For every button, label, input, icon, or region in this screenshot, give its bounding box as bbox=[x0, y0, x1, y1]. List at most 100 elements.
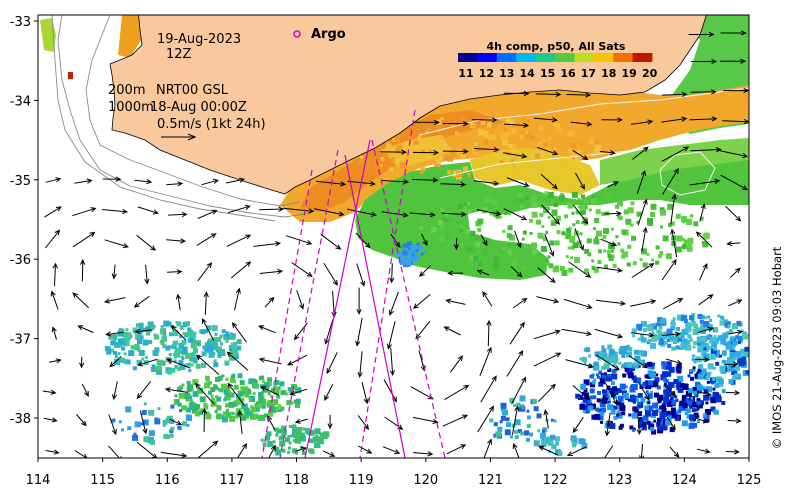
sst-pixel bbox=[137, 339, 142, 344]
sst-pixel bbox=[652, 402, 659, 409]
sst-pixel bbox=[692, 354, 696, 358]
sst-pixel bbox=[510, 143, 516, 149]
sst-pixel bbox=[135, 333, 141, 339]
sst-pixel bbox=[152, 324, 156, 328]
y-tick-label: -33 bbox=[10, 15, 31, 30]
sst-pixel bbox=[692, 422, 698, 428]
sst-pixel bbox=[460, 242, 463, 246]
sst-pixel bbox=[204, 382, 211, 389]
sst-pixel bbox=[231, 373, 236, 378]
sst-pixel bbox=[493, 262, 499, 269]
sst-pixel bbox=[692, 366, 696, 370]
sst-pixel bbox=[611, 381, 615, 386]
sst-pixel bbox=[571, 211, 575, 215]
sst-pixel bbox=[550, 418, 554, 422]
sst-pixel bbox=[641, 425, 647, 431]
sst-pixel bbox=[260, 438, 264, 442]
sst-pixel bbox=[439, 235, 446, 242]
sst-pixel bbox=[551, 209, 558, 216]
sst-pixel bbox=[176, 321, 182, 327]
sst-pixel bbox=[148, 430, 155, 437]
sst-pixel bbox=[281, 425, 286, 430]
current-vector-arrow bbox=[421, 233, 428, 247]
sst-pixel bbox=[192, 358, 198, 364]
sst-pixel bbox=[601, 374, 606, 379]
bathymetry-contour bbox=[659, 151, 716, 196]
sst-pixel bbox=[728, 329, 733, 333]
sst-pixel bbox=[608, 256, 614, 262]
sst-pixel bbox=[617, 242, 621, 246]
sst-pixel bbox=[467, 172, 472, 177]
sst-pixel bbox=[638, 422, 644, 429]
sst-pixel bbox=[637, 401, 641, 405]
sst-pixel bbox=[561, 231, 566, 236]
sst-pixel bbox=[567, 202, 574, 209]
sst-pixel bbox=[246, 389, 252, 395]
current-vector-arrow bbox=[453, 237, 460, 251]
sst-pixel bbox=[389, 153, 395, 159]
sst-pixel bbox=[310, 448, 314, 452]
sst-pixel bbox=[698, 404, 703, 409]
sst-pixel bbox=[587, 252, 592, 257]
sst-pixel bbox=[502, 409, 508, 416]
sst-pixel bbox=[481, 121, 486, 125]
sst-pixel bbox=[257, 414, 264, 421]
sst-pixel bbox=[703, 353, 710, 360]
current-vector-arrow bbox=[109, 356, 122, 368]
sst-pixel bbox=[225, 403, 229, 408]
sst-pixel bbox=[705, 401, 709, 405]
sst-pixel bbox=[407, 253, 412, 258]
sst-pixel bbox=[694, 373, 699, 378]
current-vector-arrow bbox=[164, 387, 189, 393]
sst-pixel bbox=[615, 235, 619, 239]
sst-pixel bbox=[261, 404, 266, 409]
current-vector-arrow bbox=[108, 414, 117, 436]
sst-pixel bbox=[722, 332, 729, 339]
current-vector-arrow bbox=[49, 358, 62, 364]
current-vector-arrow bbox=[415, 320, 431, 340]
current-vector-arrow bbox=[720, 174, 749, 191]
sst-pixel bbox=[656, 329, 661, 334]
current-vector-arrow bbox=[136, 381, 151, 400]
sst-pixel bbox=[310, 440, 314, 444]
current-vector-arrow bbox=[600, 238, 618, 247]
sst-pixel bbox=[647, 361, 653, 367]
sst-pixel bbox=[275, 449, 282, 456]
sst-pixel bbox=[685, 339, 691, 345]
sst-pixel bbox=[599, 377, 605, 383]
sst-pixel bbox=[439, 225, 444, 230]
sst-pixel bbox=[633, 349, 639, 355]
sst-pixel bbox=[272, 399, 279, 406]
sst-pixel bbox=[675, 246, 682, 253]
sst-pixel bbox=[308, 429, 315, 436]
sst-pixel bbox=[731, 369, 738, 376]
sst-pixel bbox=[185, 363, 189, 367]
sst-pixel bbox=[241, 403, 248, 410]
sst-pixel bbox=[592, 227, 596, 231]
sst-pixel bbox=[228, 401, 235, 408]
current-vector-arrow bbox=[258, 357, 282, 365]
current-vector-arrow bbox=[698, 262, 708, 281]
sst-patch-orange bbox=[118, 15, 141, 58]
sst-pixel bbox=[595, 144, 602, 151]
sst-pixel bbox=[295, 451, 298, 455]
sst-pixel bbox=[402, 249, 409, 256]
current-vector-arrow bbox=[728, 299, 743, 307]
sst-pixel bbox=[704, 316, 708, 320]
sst-pixel bbox=[594, 413, 601, 420]
sst-pixel bbox=[213, 359, 217, 363]
sst-pixel bbox=[650, 203, 657, 210]
sst-pixel bbox=[202, 345, 207, 350]
sst-pixel bbox=[717, 378, 724, 385]
x-tick-label: 114 bbox=[26, 473, 51, 488]
current-vector-arrow bbox=[445, 298, 466, 305]
sst-pixel bbox=[710, 397, 717, 404]
velocity-scale-arrow-icon bbox=[161, 133, 197, 141]
colorbar-tick-label: 14 bbox=[520, 67, 536, 80]
sst-pixel bbox=[655, 260, 660, 265]
sst-pixel bbox=[193, 404, 200, 410]
sst-pixel bbox=[651, 258, 655, 262]
sst-pixel bbox=[225, 340, 229, 344]
sst-pixel bbox=[529, 432, 534, 437]
sst-pixel bbox=[641, 421, 647, 427]
